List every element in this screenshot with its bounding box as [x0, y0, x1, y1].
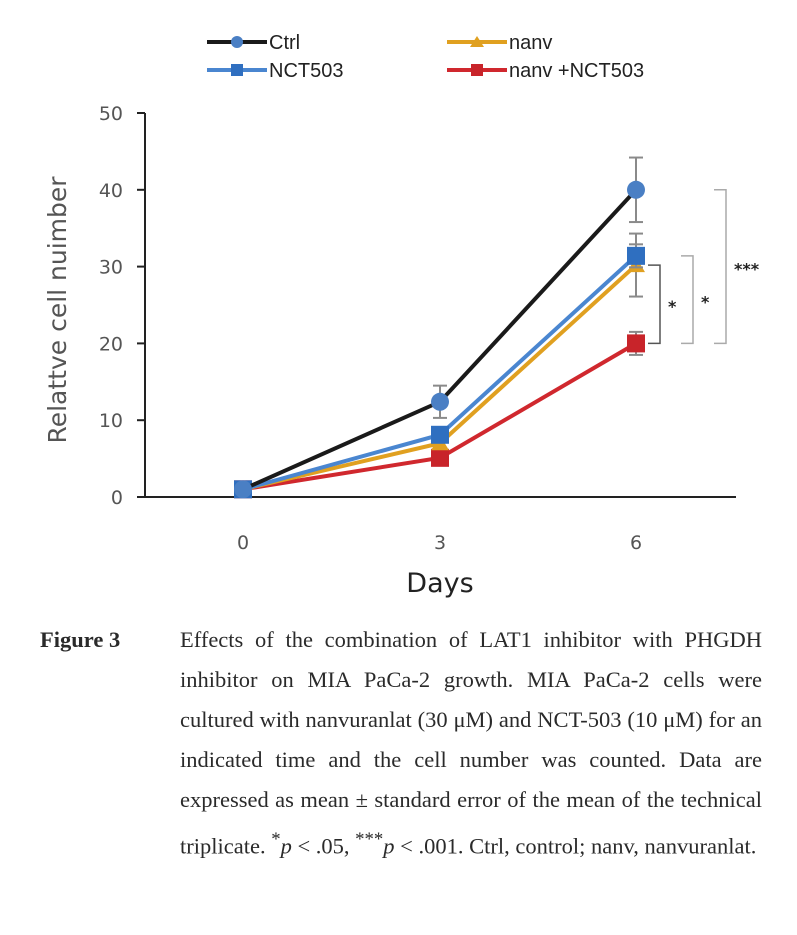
- data-point: [627, 180, 645, 199]
- y-axis-title: Relattve cell nuimber: [43, 176, 72, 444]
- legend-label: NCT503: [269, 60, 343, 82]
- y-tick-label: 10: [99, 410, 123, 432]
- series-ctrl: [234, 156, 645, 499]
- bracket-line: [681, 255, 694, 345]
- significance-label: *: [701, 293, 710, 312]
- legend-item: nanv +NCT503: [447, 60, 644, 82]
- legend: Ctrl NCT503 nanv nanv +NCT503: [207, 32, 644, 82]
- sig2-rest: < .001. Ctrl, control; nanv, nanvuranlat…: [394, 833, 757, 859]
- data-point: [431, 392, 449, 411]
- x-axis-title: Days: [406, 568, 473, 599]
- legend-marker: [231, 64, 243, 76]
- legend-label: nanv +NCT503: [509, 60, 644, 82]
- x-tick-label: 3: [434, 532, 446, 554]
- caption-text: Effects of the combination of LAT1 inhib…: [180, 627, 762, 859]
- data-point: [234, 480, 252, 499]
- legend-marker: [470, 36, 484, 47]
- sig2-p: p: [383, 833, 395, 859]
- figure-caption: Figure 3 Effects of the combination of L…: [40, 620, 762, 867]
- axes: 0 10 20 30 40 50 0 3 6 Relattve cell nuimber Days: [43, 103, 736, 599]
- significance-bracket: ***: [714, 189, 760, 345]
- line-chart: Ctrl NCT503 nanv nanv +NCT503 0 10 20 30 40 50 0 3…: [43, 32, 760, 599]
- legend-label: Ctrl: [269, 32, 300, 54]
- legend-item: NCT503: [207, 60, 343, 82]
- legend-marker: [231, 36, 243, 48]
- y-tick-label: 0: [111, 487, 123, 509]
- caption-label: Figure 3: [40, 627, 121, 652]
- data-point: [627, 246, 645, 265]
- sig2-marker: ***: [355, 829, 384, 850]
- legend-label: nanv: [509, 32, 552, 54]
- sig1-marker: *: [271, 829, 281, 850]
- sig1-p: p: [280, 833, 292, 859]
- y-tick-label: 30: [99, 257, 123, 279]
- y-tick-label: 50: [99, 103, 123, 125]
- significance-bracket: *: [681, 255, 710, 345]
- bracket-line: [714, 189, 727, 345]
- significance-label: *: [668, 297, 677, 316]
- data-point: [431, 425, 449, 444]
- y-tick-label: 40: [99, 180, 123, 202]
- x-tick-label: 0: [237, 532, 249, 554]
- legend-item: Ctrl: [207, 32, 300, 54]
- data-point: [431, 448, 449, 467]
- sig1-rest: < .05,: [291, 833, 356, 859]
- legend-item: nanv: [447, 32, 552, 54]
- y-tick-label: 20: [99, 333, 123, 355]
- x-tick-label: 6: [630, 532, 642, 554]
- legend-marker: [471, 64, 483, 76]
- caption-body: Effects of the combination of LAT1 inhib…: [180, 620, 762, 867]
- series-layer: [234, 156, 645, 499]
- significance-label: ***: [734, 260, 760, 279]
- bracket-line: [648, 264, 661, 345]
- significance-bracket: *: [648, 264, 677, 345]
- significance-annotations: * ****: [648, 189, 760, 345]
- data-point: [627, 334, 645, 353]
